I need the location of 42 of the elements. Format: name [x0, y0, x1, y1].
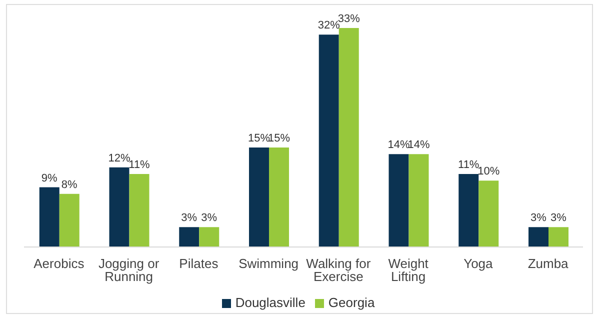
data-label: 33% — [338, 13, 360, 25]
x-tick-label: Swimming — [238, 256, 299, 272]
bar — [129, 174, 150, 247]
bar — [528, 227, 548, 247]
bar — [478, 180, 499, 247]
data-label: 10% — [478, 166, 500, 178]
data-label: 3% — [550, 212, 567, 224]
bar — [458, 174, 479, 247]
data-label: 8% — [61, 178, 78, 191]
legend-label: Georgia — [328, 295, 375, 310]
data-label: 14% — [388, 139, 410, 152]
bar — [388, 154, 409, 247]
data-label: 15% — [268, 132, 290, 144]
data-label: 12% — [108, 152, 130, 164]
bar — [59, 194, 80, 247]
data-label: 11% — [458, 159, 480, 171]
data-label: 3% — [181, 212, 198, 224]
data-label: 15% — [248, 132, 270, 144]
x-tick-label: Pilates — [179, 256, 219, 272]
data-label: 3% — [201, 212, 218, 224]
bar — [318, 34, 339, 247]
x-tick-label: Jogging or Running — [98, 256, 160, 284]
bar — [179, 227, 200, 247]
bar — [199, 227, 220, 247]
bar — [269, 147, 289, 247]
x-tick-label: Weight Lifting — [388, 256, 429, 284]
x-tick-label: Zumba — [528, 256, 570, 272]
data-label: 11% — [128, 159, 150, 171]
bar — [109, 167, 130, 247]
x-tick-label: Walking for Exercise — [306, 256, 372, 284]
data-label: 14% — [408, 139, 430, 152]
x-tick-label: Aerobics — [34, 256, 85, 272]
data-label: 32% — [318, 20, 340, 32]
legend-label: Douglasville — [235, 295, 306, 310]
data-label: 9% — [41, 172, 58, 184]
bar — [338, 28, 359, 247]
bar — [249, 147, 269, 247]
data-label: 3% — [530, 212, 547, 224]
bar — [408, 154, 429, 247]
bar — [39, 187, 60, 247]
bar — [548, 227, 568, 247]
x-tick-label: Yoga — [464, 256, 494, 272]
